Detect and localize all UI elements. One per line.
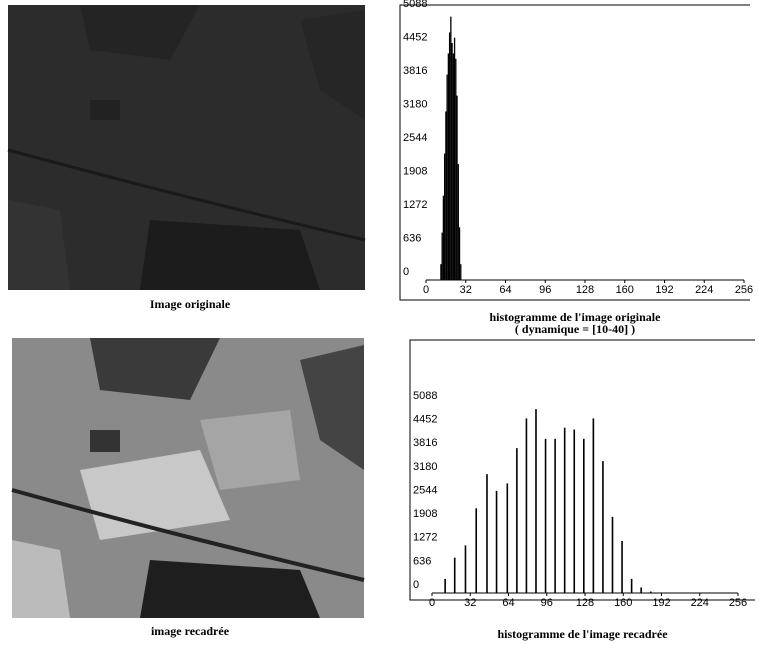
x-tick-label: 0 <box>429 597 435 609</box>
bar <box>451 43 452 280</box>
x-tick-label: 32 <box>460 284 472 296</box>
bar <box>583 439 585 593</box>
bar <box>526 418 528 593</box>
bar <box>516 448 518 593</box>
bar <box>650 592 652 593</box>
image-caption: Image originale <box>150 297 231 311</box>
x-tick-label: 64 <box>502 597 514 609</box>
bar <box>573 430 575 593</box>
x-tick-label: 64 <box>499 284 511 296</box>
bar <box>454 558 456 593</box>
figure: Image originale image recadrée 0 636 1272 1… <box>0 0 759 645</box>
y-tick-label: 1272 <box>403 199 427 211</box>
y-tick-label: 1908 <box>413 508 437 520</box>
bar <box>621 541 623 593</box>
y-tick-label: 5088 <box>413 390 437 402</box>
bar <box>446 75 447 280</box>
bar <box>465 545 467 593</box>
bar <box>640 587 642 593</box>
bar <box>440 264 441 280</box>
x-tick-label: 256 <box>729 597 747 609</box>
x-tick-label: 128 <box>576 284 594 296</box>
y-tick-label: 3180 <box>403 98 427 110</box>
y-tick-label: 3816 <box>413 437 437 449</box>
bar <box>496 491 498 593</box>
bar <box>450 17 451 280</box>
x-tick-label: 160 <box>616 284 634 296</box>
x-tick-label: 160 <box>614 597 632 609</box>
bar <box>455 59 456 280</box>
y-tick-label: 3180 <box>413 461 437 473</box>
bar <box>631 579 633 593</box>
y-tick-label: 1908 <box>403 165 427 177</box>
x-tick-label: 192 <box>655 284 673 296</box>
y-tick-label: 0 <box>413 579 419 591</box>
bar <box>460 264 461 280</box>
bar <box>545 439 547 593</box>
stretched-image <box>12 338 364 618</box>
bar <box>441 233 442 280</box>
bar <box>486 474 488 593</box>
image-caption: image recadrée <box>151 624 230 638</box>
bar <box>554 439 556 593</box>
bar <box>449 32 450 280</box>
y-tick-label: 2544 <box>403 132 427 144</box>
y-tick-label: 636 <box>413 555 431 567</box>
bar <box>459 227 460 280</box>
x-tick-label: 256 <box>735 284 753 296</box>
y-tick-label: 4452 <box>413 414 437 426</box>
page: Image originale image recadrée 0 636 1272 1… <box>0 0 759 645</box>
bar <box>443 196 444 280</box>
x-tick-label: 96 <box>541 597 553 609</box>
bar <box>444 579 446 593</box>
y-tick-label: 3816 <box>403 65 427 77</box>
bar <box>612 517 614 593</box>
bar <box>535 409 537 593</box>
axes-frame <box>410 340 755 600</box>
y-tick-label: 5088 <box>403 0 427 10</box>
y-tick-label: 636 <box>403 232 421 244</box>
y-tick-label: 0 <box>403 266 409 278</box>
x-tick-label: 0 <box>423 284 429 296</box>
bar <box>458 164 459 280</box>
bar <box>475 508 477 593</box>
y-tick-label: 2544 <box>413 484 437 496</box>
x-tick-label: 96 <box>539 284 551 296</box>
x-tick-label: 32 <box>464 597 476 609</box>
bar <box>444 154 445 280</box>
bar <box>507 483 509 593</box>
bar <box>564 428 566 593</box>
x-tick-label: 224 <box>691 597 709 609</box>
y-tick-label: 4452 <box>403 31 427 43</box>
bar <box>448 54 449 280</box>
bar <box>454 38 455 280</box>
chart-subtitle: ( dynamique = [10-40] ) <box>515 322 635 336</box>
bar <box>602 461 604 593</box>
bar <box>593 418 595 593</box>
chart-title: histogramme de l'image recadrée <box>497 627 668 641</box>
x-tick-label: 192 <box>652 597 670 609</box>
bar <box>456 96 457 280</box>
x-tick-label: 224 <box>695 284 713 296</box>
y-tick-label: 1272 <box>413 532 437 544</box>
x-tick-label: 128 <box>576 597 594 609</box>
bar <box>445 111 446 280</box>
original-image <box>8 5 365 290</box>
bar <box>453 54 454 280</box>
